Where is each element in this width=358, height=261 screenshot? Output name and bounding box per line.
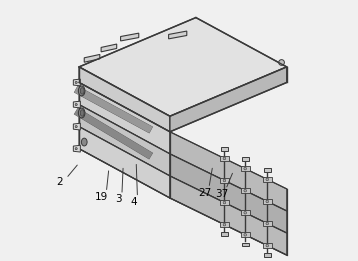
Ellipse shape (223, 157, 226, 160)
Polygon shape (241, 210, 250, 215)
Ellipse shape (78, 86, 85, 96)
Polygon shape (241, 233, 250, 237)
Text: 4: 4 (130, 197, 137, 207)
Polygon shape (79, 127, 170, 198)
Polygon shape (79, 67, 170, 132)
Ellipse shape (244, 234, 247, 236)
Polygon shape (220, 156, 229, 161)
Polygon shape (263, 243, 272, 248)
Polygon shape (221, 147, 228, 151)
Polygon shape (79, 105, 170, 176)
Polygon shape (242, 242, 248, 246)
Ellipse shape (244, 189, 247, 192)
Ellipse shape (266, 178, 268, 181)
Text: 27: 27 (198, 188, 212, 198)
Ellipse shape (244, 167, 247, 170)
Polygon shape (264, 168, 271, 171)
Ellipse shape (266, 244, 268, 247)
Ellipse shape (266, 200, 268, 203)
Ellipse shape (75, 148, 77, 150)
Polygon shape (220, 200, 229, 205)
Ellipse shape (80, 88, 84, 94)
Polygon shape (79, 17, 287, 116)
Ellipse shape (81, 138, 87, 146)
Polygon shape (241, 188, 250, 193)
Polygon shape (121, 33, 139, 41)
Polygon shape (170, 154, 287, 233)
Polygon shape (263, 199, 272, 204)
Text: 3: 3 (115, 194, 121, 204)
Polygon shape (169, 31, 187, 39)
Ellipse shape (279, 60, 284, 65)
Ellipse shape (75, 81, 77, 84)
Polygon shape (73, 101, 80, 108)
Polygon shape (241, 166, 250, 171)
Polygon shape (170, 176, 287, 255)
Polygon shape (220, 178, 229, 183)
Text: 19: 19 (95, 192, 108, 202)
Ellipse shape (75, 126, 77, 128)
Ellipse shape (80, 110, 84, 116)
Polygon shape (170, 67, 287, 132)
Ellipse shape (223, 179, 226, 182)
Polygon shape (220, 222, 229, 227)
Ellipse shape (223, 223, 226, 226)
Ellipse shape (78, 108, 85, 118)
Polygon shape (221, 233, 228, 236)
Polygon shape (170, 132, 287, 211)
Polygon shape (73, 145, 80, 152)
Polygon shape (242, 157, 248, 161)
Polygon shape (101, 44, 117, 52)
Text: 37: 37 (215, 189, 228, 199)
Polygon shape (84, 55, 100, 62)
Polygon shape (263, 221, 272, 226)
Polygon shape (73, 123, 80, 130)
Polygon shape (264, 253, 271, 257)
Ellipse shape (223, 201, 226, 204)
Ellipse shape (244, 211, 247, 214)
Polygon shape (79, 82, 170, 154)
Text: 2: 2 (56, 177, 63, 187)
Polygon shape (73, 79, 80, 86)
Polygon shape (263, 177, 272, 182)
Ellipse shape (266, 222, 268, 225)
Ellipse shape (75, 104, 77, 106)
